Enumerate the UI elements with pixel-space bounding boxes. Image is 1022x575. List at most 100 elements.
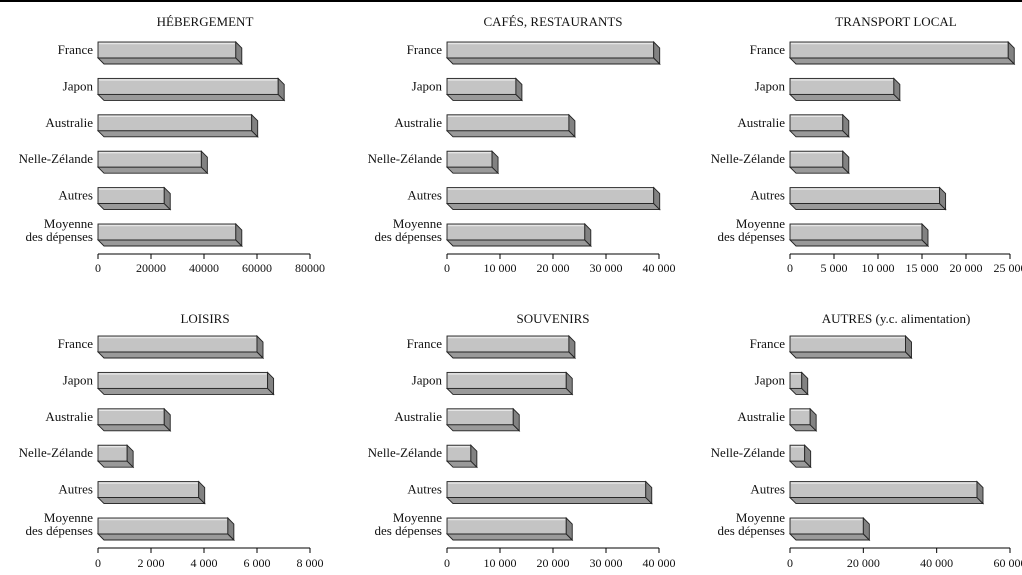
chart-6-category-label-3: Australie <box>737 409 785 424</box>
chart-2-category-label-1: France <box>407 42 443 57</box>
chart-3-bar-1 <box>788 40 1016 66</box>
chart-5-bar-6 <box>445 516 574 542</box>
chart-6-category-label-5: Autres <box>750 482 785 497</box>
chart-1-bar-3 <box>96 113 259 138</box>
chart-3-category-label-5: Autres <box>750 188 785 203</box>
chart-6-tick-label-2: 20 000 <box>847 556 880 570</box>
chart-1-bar-2 <box>96 77 286 102</box>
chart-3-category-label-6: Moyenne des dépenses <box>717 216 785 244</box>
chart-2-bar-1 <box>445 40 661 66</box>
chart-5-category-label-2: Japon <box>412 372 443 387</box>
chart-2-bar-5 <box>445 186 661 211</box>
chart-3-tick-label-3: 10 000 <box>862 261 895 275</box>
chart-2-bar-2 <box>445 77 523 102</box>
chart-4-bar-5 <box>96 480 206 505</box>
chart-6-category-label-6: Moyenne des dépenses <box>717 510 785 538</box>
chart-3-tick-label-6: 25 000 <box>994 261 1022 275</box>
chart-1-title: HÉBERGEMENT <box>157 14 254 29</box>
chart-4-bar-4 <box>96 444 135 469</box>
chart-1-bar-6 <box>96 222 243 248</box>
chart-2-tick-label-2: 10 000 <box>484 261 517 275</box>
chart-4-bar-2 <box>96 371 275 396</box>
chart-5-bar-2 <box>445 371 574 396</box>
chart-5-tick-label-1: 0 <box>444 556 450 570</box>
chart-1-tick-label-1: 0 <box>95 261 101 275</box>
chart-5-bar-5 <box>445 480 653 505</box>
chart-4-tick-label-1: 0 <box>95 556 101 570</box>
chart-1: HÉBERGEMENT France Japon Australie Nelle-Zél… <box>19 14 325 275</box>
chart-1-tick-label-4: 60000 <box>242 261 272 275</box>
chart-5-tick-label-3: 20 000 <box>537 556 570 570</box>
chart-5-tick-label-5: 40 000 <box>643 556 676 570</box>
chart-6-category-label-1: France <box>750 336 786 351</box>
chart-4-category-label-3: Australie <box>45 409 93 424</box>
chart-4-tick-label-3: 4 000 <box>191 556 218 570</box>
chart-1-bar-4 <box>96 150 209 175</box>
chart-1-category-label-5: Autres <box>58 188 93 203</box>
chart-1-tick-label-5: 80000 <box>295 261 325 275</box>
chart-6-bar-1 <box>788 334 913 360</box>
chart-2-category-label-2: Japon <box>412 78 443 93</box>
chart-4-category-label-1: France <box>58 336 94 351</box>
chart-2-category-label-6: Moyenne des dépenses <box>374 216 442 244</box>
chart-5-tick-label-4: 30 000 <box>590 556 623 570</box>
chart-4-tick-label-2: 2 000 <box>138 556 165 570</box>
chart-1-category-label-6: Moyenne des dépenses <box>25 216 93 244</box>
chart-3-category-label-1: France <box>750 42 786 57</box>
chart-6-category-label-4: Nelle-Zélande <box>711 445 786 460</box>
chart-5-tick-label-2: 10 000 <box>484 556 517 570</box>
chart-6-title: AUTRES (y.c. alimentation) <box>822 311 971 326</box>
chart-6-bar-6 <box>788 516 871 542</box>
chart-3-category-label-4: Nelle-Zélande <box>711 151 786 166</box>
chart-2: CAFÉS, RESTAURANTS France Japon Australie Ne… <box>368 14 676 275</box>
chart-4-title: LOISIRS <box>180 311 229 326</box>
chart-2-tick-label-1: 0 <box>444 261 450 275</box>
chart-4-tick-label-4: 6 000 <box>244 556 271 570</box>
chart-4-bar-3 <box>96 407 172 432</box>
chart-4-tick-label-5: 8 000 <box>297 556 324 570</box>
chart-3-category-label-2: Japon <box>755 78 786 93</box>
chart-5-category-label-3: Australie <box>394 409 442 424</box>
chart-3-bar-6 <box>788 222 930 248</box>
chart-6: AUTRES (y.c. alimentation) France Japon Aus… <box>711 311 1022 570</box>
chart-2-bar-6 <box>445 222 592 248</box>
chart-5-bar-4 <box>445 444 478 469</box>
chart-4-bar-6 <box>96 516 235 542</box>
chart-1-category-label-4: Nelle-Zélande <box>19 151 94 166</box>
chart-2-category-label-4: Nelle-Zélande <box>368 151 443 166</box>
chart-3-bar-4 <box>788 150 850 175</box>
chart-4: LOISIRS France Japon Australie Nelle-Zélande… <box>19 311 324 570</box>
chart-3-category-label-3: Australie <box>737 115 785 130</box>
chart-1-category-label-3: Australie <box>45 115 93 130</box>
chart-5-bar-1 <box>445 334 576 360</box>
chart-6-bar-2 <box>788 371 809 396</box>
chart-6-bar-4 <box>788 444 812 469</box>
chart-1-tick-label-2: 20000 <box>136 261 166 275</box>
chart-6-bar-3 <box>788 407 818 432</box>
chart-3-title: TRANSPORT LOCAL <box>835 14 956 29</box>
chart-2-category-label-5: Autres <box>407 188 442 203</box>
chart-3: TRANSPORT LOCAL France Japon Australie Nelle… <box>711 14 1022 275</box>
chart-1-category-label-2: Japon <box>63 78 94 93</box>
chart-2-tick-label-4: 30 000 <box>590 261 623 275</box>
chart-2-tick-label-3: 20 000 <box>537 261 570 275</box>
chart-1-category-label-1: France <box>58 42 94 57</box>
chart-1-tick-label-3: 40000 <box>189 261 219 275</box>
chart-4-bar-1 <box>96 334 265 360</box>
chart-5-category-label-5: Autres <box>407 482 442 497</box>
chart-5-category-label-1: France <box>407 336 443 351</box>
chart-3-tick-label-1: 0 <box>787 261 793 275</box>
chart-6-tick-label-4: 60 000 <box>994 556 1022 570</box>
chart-6-tick-label-3: 40 000 <box>920 556 953 570</box>
chart-3-bar-5 <box>788 186 947 211</box>
chart-6-category-label-2: Japon <box>755 372 786 387</box>
chart-2-title: CAFÉS, RESTAURANTS <box>483 14 622 29</box>
chart-4-category-label-2: Japon <box>63 372 94 387</box>
chart-5: SOUVENIRS France Japon Australie Nelle-Zélan… <box>368 311 676 570</box>
chart-4-category-label-4: Nelle-Zélande <box>19 445 94 460</box>
chart-2-bar-3 <box>445 113 576 138</box>
chart-5-category-label-6: Moyenne des dépenses <box>374 510 442 538</box>
chart-5-bar-3 <box>445 407 521 432</box>
chart-6-bar-5 <box>788 480 985 505</box>
